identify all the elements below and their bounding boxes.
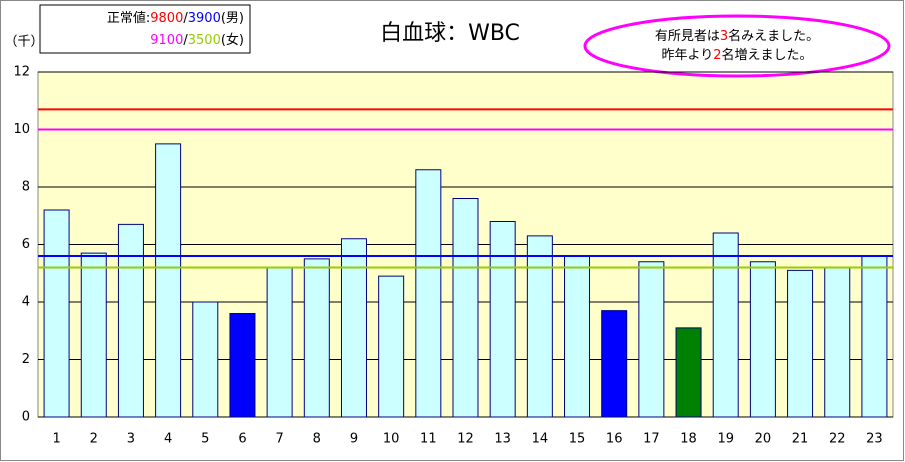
x-tick-label: 19: [717, 432, 734, 447]
text-segment: 2: [713, 48, 721, 63]
text-segment: /: [183, 11, 188, 26]
x-tick-label: 5: [201, 432, 209, 447]
x-tick-label: 7: [275, 432, 283, 447]
y-tick-label: 0: [22, 410, 30, 425]
text-segment: 3500: [188, 33, 221, 48]
x-tick-label: 22: [829, 432, 846, 447]
bar: [340, 238, 367, 418]
bar: [675, 327, 702, 418]
bar: [415, 169, 442, 418]
chart-title: 白血球：WBC: [380, 21, 520, 46]
bar: [378, 275, 405, 418]
legend_box-line: 正常値:9800/3900(男): [107, 10, 244, 26]
y-tick-label: 2: [22, 352, 30, 367]
bar: [749, 261, 776, 418]
y-tick-label: 12: [13, 65, 30, 80]
legend-box: [39, 4, 251, 54]
y-axis-label: （千）: [4, 35, 43, 50]
bar: [489, 221, 516, 418]
bar: [787, 269, 814, 418]
bar: [80, 252, 107, 418]
text-segment: (男): [221, 11, 244, 26]
x-tick-label: 4: [164, 432, 172, 447]
y-tick-label: 10: [13, 122, 30, 137]
bar: [526, 235, 553, 418]
bar: [192, 301, 219, 418]
x-tick-label: 6: [238, 432, 246, 447]
text-segment: 正常値:: [107, 10, 150, 26]
text-segment: 有所見者は: [655, 29, 720, 44]
callout-line: 有所見者は3名みえました。: [655, 28, 819, 44]
bar: [452, 198, 479, 418]
bar: [155, 143, 182, 418]
x-tick-label: 15: [569, 432, 586, 447]
y-tick-label: 6: [22, 237, 30, 252]
x-tick-label: 8: [313, 432, 321, 447]
text-segment: 3: [720, 29, 728, 44]
text-segment: (女): [221, 32, 244, 48]
bar: [303, 258, 330, 418]
bar: [266, 267, 293, 418]
x-tick-label: 17: [643, 432, 660, 447]
x-tick-label: 20: [755, 432, 772, 447]
bar: [43, 209, 70, 418]
text-segment: 9100: [150, 33, 183, 48]
x-tick-label: 23: [866, 432, 883, 447]
x-tick-label: 12: [457, 432, 474, 447]
x-tick-label: 10: [383, 432, 400, 447]
y-tick-label: 4: [22, 295, 30, 310]
bar: [117, 223, 144, 418]
bar: [861, 255, 888, 418]
text-segment: 3900: [188, 11, 221, 26]
x-tick-label: 16: [606, 432, 623, 447]
text-segment: 9800: [150, 11, 183, 26]
callout-line: 昨年より2名増えました。: [661, 47, 812, 63]
text-segment: 昨年より: [661, 48, 713, 63]
text-segment: 名増えました。: [722, 47, 813, 63]
x-tick-label: 9: [350, 432, 358, 447]
bar: [712, 232, 739, 418]
x-tick-label: 13: [494, 432, 511, 447]
bar: [229, 313, 256, 418]
x-tick-label: 11: [420, 432, 437, 447]
text-segment: 名みえました。: [728, 28, 819, 44]
x-tick-label: 14: [532, 432, 549, 447]
x-tick-label: 18: [680, 432, 697, 447]
callout: [583, 14, 891, 78]
x-tick-label: 21: [792, 432, 809, 447]
y-tick-label: 8: [22, 180, 30, 195]
bar: [638, 261, 665, 418]
text-segment: /: [183, 33, 188, 48]
x-tick-label: 3: [127, 432, 135, 447]
x-tick-label: 1: [52, 432, 60, 447]
legend_box-line: 9100/3500(女): [150, 32, 244, 48]
x-tick-label: 2: [90, 432, 98, 447]
bar: [564, 255, 591, 418]
bar: [824, 267, 851, 418]
bar: [601, 310, 628, 418]
